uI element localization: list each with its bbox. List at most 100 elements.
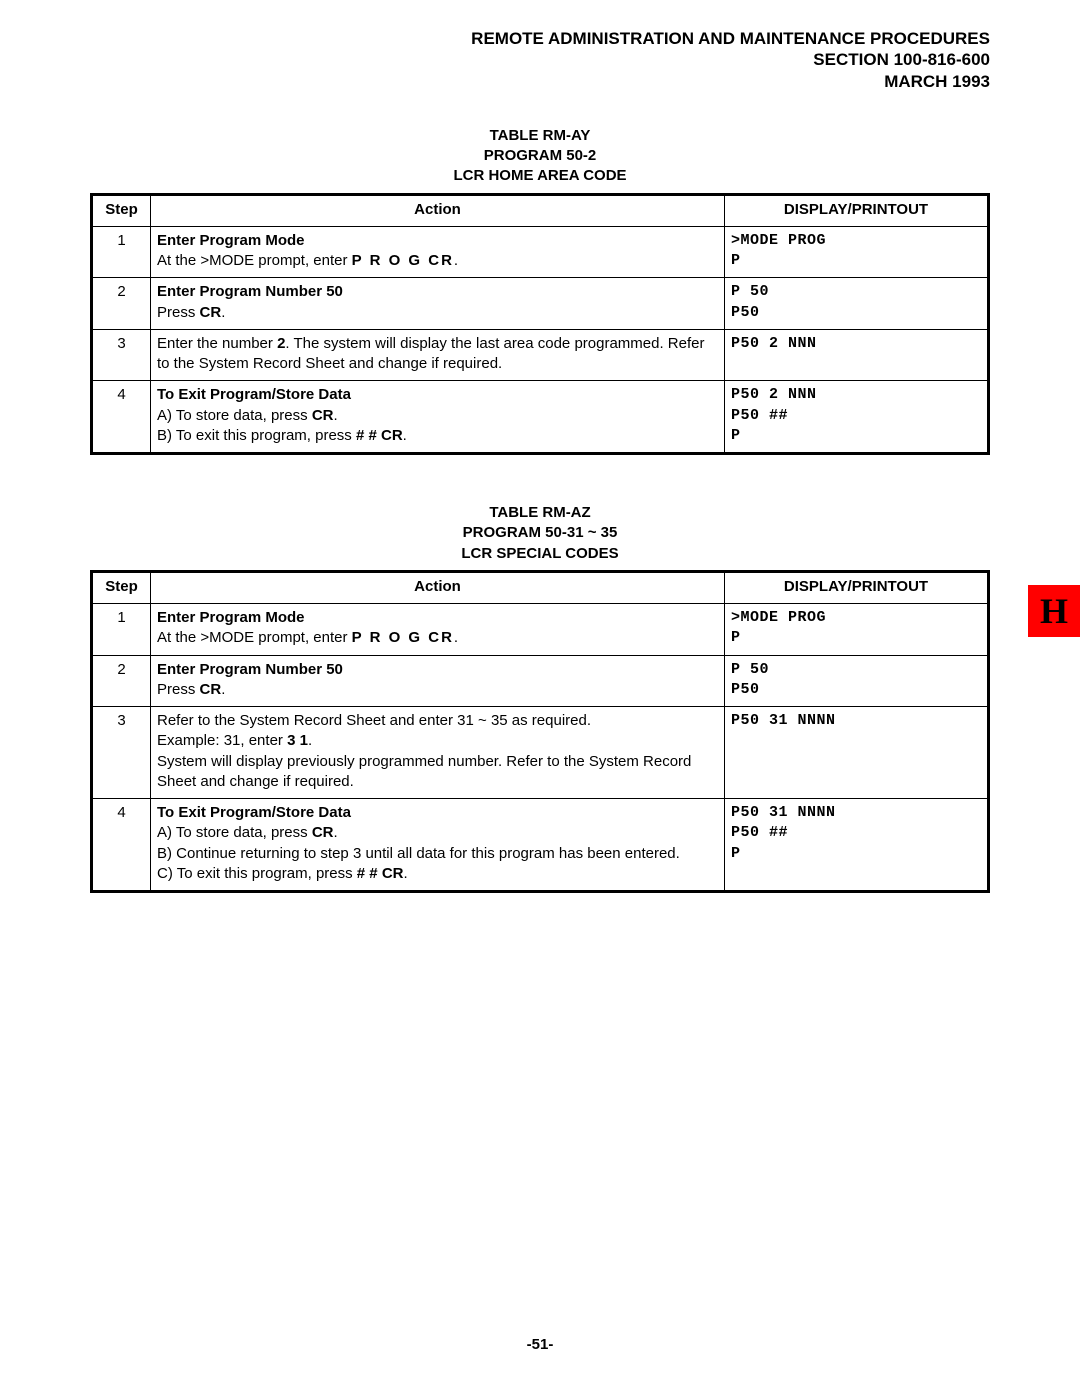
action-text: At the >MODE prompt, enter	[157, 252, 352, 269]
action-text: C) To exit this program, press	[157, 865, 357, 882]
action-text: .	[403, 865, 407, 882]
table-row: 4 To Exit Program/Store Data A) To store…	[92, 799, 989, 892]
action-text: At the >MODE prompt, enter	[157, 629, 352, 646]
col-action-header: Action	[151, 194, 725, 226]
display-line: >MODE PROG	[731, 608, 981, 628]
table-row: 1 Enter Program Mode At the >MODE prompt…	[92, 226, 989, 278]
action-text: Example: 31, enter 3 1.	[157, 731, 718, 751]
action-text: .	[221, 304, 225, 321]
action-keys: CR	[200, 681, 222, 698]
display-cell: P 50 P50	[725, 655, 989, 707]
display-line: P 50	[731, 282, 981, 302]
display-cell: >MODE PROG P	[725, 226, 989, 278]
table-rm-az: Step Action DISPLAY/PRINTOUT 1 Enter Pro…	[90, 570, 990, 893]
page-number: -51-	[0, 1336, 1080, 1353]
display-line: P50 2 NNN	[731, 385, 981, 405]
display-cell: P 50 P50	[725, 278, 989, 330]
display-line: P50 31 NNNN	[731, 711, 981, 731]
display-cell: P50 31 NNNN P50 ## P	[725, 799, 989, 892]
action-keys: # # CR	[357, 865, 404, 882]
step-cell: 3	[92, 329, 151, 381]
sub-item: A) To store data, press CR.	[157, 406, 718, 426]
action-text: .	[333, 407, 337, 424]
action-text: B) Continue returning to step 3 until al…	[157, 845, 680, 862]
action-title: Enter Program Mode	[157, 232, 305, 249]
action-title: Enter Program Number 50	[157, 661, 343, 678]
action-keys: CR	[312, 824, 334, 841]
table-row: 2 Enter Program Number 50 Press CR. P 50…	[92, 278, 989, 330]
display-line: P	[731, 426, 981, 446]
col-action-header: Action	[151, 571, 725, 603]
section-tab-h: H	[1028, 585, 1080, 637]
sub-item: B) To exit this program, press # # CR.	[157, 426, 718, 446]
display-cell: P50 2 NNN P50 ## P	[725, 381, 989, 454]
title-line: TABLE RM-AY	[90, 126, 990, 146]
action-text: Refer to the System Record Sheet and ent…	[157, 711, 718, 731]
header-section: SECTION 100-816-600	[90, 49, 990, 70]
action-keys: CR	[200, 304, 222, 321]
action-text: B) To exit this program, press	[157, 427, 356, 444]
col-step-header: Step	[92, 571, 151, 603]
action-cell: To Exit Program/Store Data A) To store d…	[151, 381, 725, 454]
title-line: PROGRAM 50-31 ~ 35	[90, 523, 990, 543]
title-line: LCR SPECIAL CODES	[90, 544, 990, 564]
action-title: Enter Program Mode	[157, 609, 305, 626]
table-row: 4 To Exit Program/Store Data A) To store…	[92, 381, 989, 454]
display-cell: P50 31 NNNN	[725, 707, 989, 799]
display-line: P50	[731, 680, 981, 700]
page-header: REMOTE ADMINISTRATION AND MAINTENANCE PR…	[90, 28, 990, 92]
step-cell: 2	[92, 655, 151, 707]
sub-item: A) To store data, press CR.	[157, 823, 718, 843]
table-title-rm-ay: TABLE RM-AY PROGRAM 50-2 LCR HOME AREA C…	[90, 126, 990, 187]
title-line: TABLE RM-AZ	[90, 503, 990, 523]
table-header-row: Step Action DISPLAY/PRINTOUT	[92, 571, 989, 603]
display-line: P50 2 NNN	[731, 334, 981, 354]
step-cell: 1	[92, 604, 151, 656]
title-line: LCR HOME AREA CODE	[90, 166, 990, 186]
page-body: REMOTE ADMINISTRATION AND MAINTENANCE PR…	[0, 0, 1080, 893]
table-row: 3 Refer to the System Record Sheet and e…	[92, 707, 989, 799]
col-step-header: Step	[92, 194, 151, 226]
action-title: Enter Program Number 50	[157, 283, 343, 300]
action-text: System will display previously programme…	[157, 752, 718, 793]
display-line: P50 ##	[731, 823, 981, 843]
action-cell: Enter the number 2. The system will disp…	[151, 329, 725, 381]
action-text: Enter the number	[157, 335, 277, 352]
display-line: P50 ##	[731, 406, 981, 426]
step-cell: 4	[92, 381, 151, 454]
action-text: .	[308, 732, 312, 749]
table-title-rm-az: TABLE RM-AZ PROGRAM 50-31 ~ 35 LCR SPECI…	[90, 503, 990, 564]
col-display-header: DISPLAY/PRINTOUT	[725, 194, 989, 226]
action-keys: # # CR	[356, 427, 403, 444]
step-cell: 2	[92, 278, 151, 330]
table-row: 3 Enter the number 2. The system will di…	[92, 329, 989, 381]
action-cell: Enter Program Mode At the >MODE prompt, …	[151, 604, 725, 656]
display-line: P50	[731, 303, 981, 323]
action-sublist: A) To store data, press CR. B) To exit t…	[157, 406, 718, 447]
action-text: Example: 31, enter	[157, 732, 287, 749]
action-text: .	[454, 252, 458, 269]
title-line: PROGRAM 50-2	[90, 146, 990, 166]
action-cell: Enter Program Mode At the >MODE prompt, …	[151, 226, 725, 278]
header-date: MARCH 1993	[90, 71, 990, 92]
action-cell: Enter Program Number 50 Press CR.	[151, 278, 725, 330]
sub-item: C) To exit this program, press # # CR.	[157, 864, 718, 884]
action-text: Press	[157, 681, 200, 698]
step-cell: 3	[92, 707, 151, 799]
header-title: REMOTE ADMINISTRATION AND MAINTENANCE PR…	[90, 28, 990, 49]
action-text: A) To store data, press	[157, 824, 312, 841]
sub-item: B) Continue returning to step 3 until al…	[157, 844, 718, 864]
action-sublist: A) To store data, press CR. B) Continue …	[157, 823, 718, 884]
display-line: P	[731, 844, 981, 864]
step-cell: 4	[92, 799, 151, 892]
action-cell: Refer to the System Record Sheet and ent…	[151, 707, 725, 799]
action-keys: 3 1	[287, 732, 308, 749]
action-text: .	[403, 427, 407, 444]
action-cell: Enter Program Number 50 Press CR.	[151, 655, 725, 707]
action-title: To Exit Program/Store Data	[157, 386, 351, 403]
action-keys: P R O G CR	[352, 252, 454, 269]
table-row: 2 Enter Program Number 50 Press CR. P 50…	[92, 655, 989, 707]
display-line: >MODE PROG	[731, 231, 981, 251]
display-cell: >MODE PROG P	[725, 604, 989, 656]
action-text: .	[333, 824, 337, 841]
